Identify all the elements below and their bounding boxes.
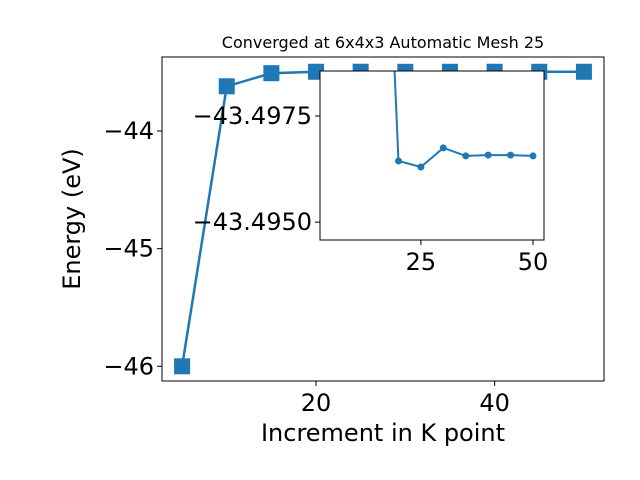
- marker: [507, 151, 515, 159]
- y-tick-label: −43.4975: [193, 102, 312, 130]
- marker: [484, 151, 492, 159]
- x-tick-label: 25: [406, 248, 437, 276]
- x-tick-label: 50: [518, 248, 549, 276]
- y-axis-label: Energy (eV): [58, 148, 86, 290]
- marker: [394, 157, 402, 165]
- marker: [529, 152, 537, 160]
- marker: [263, 65, 280, 82]
- chart-title: Converged at 6x4x3 Automatic Mesh 25: [222, 33, 544, 52]
- data-line: [393, 71, 534, 169]
- marker: [462, 152, 470, 160]
- marker: [417, 163, 425, 171]
- y-tick-label: −45: [103, 235, 154, 263]
- plot-clip: [393, 71, 537, 171]
- y-tick-label: −46: [103, 352, 154, 380]
- marker: [174, 358, 191, 375]
- marker: [575, 63, 592, 80]
- marker: [439, 144, 447, 152]
- x-tick-label: 40: [479, 389, 510, 417]
- x-axis-label: Increment in K point: [261, 419, 505, 447]
- y-tick-label: −44: [103, 117, 154, 145]
- y-tick-label: −43.4950: [193, 208, 312, 236]
- axes-frame: [161, 56, 605, 382]
- x-tick-label: 20: [301, 389, 332, 417]
- axes-frame: [319, 70, 545, 241]
- marker: [218, 78, 235, 95]
